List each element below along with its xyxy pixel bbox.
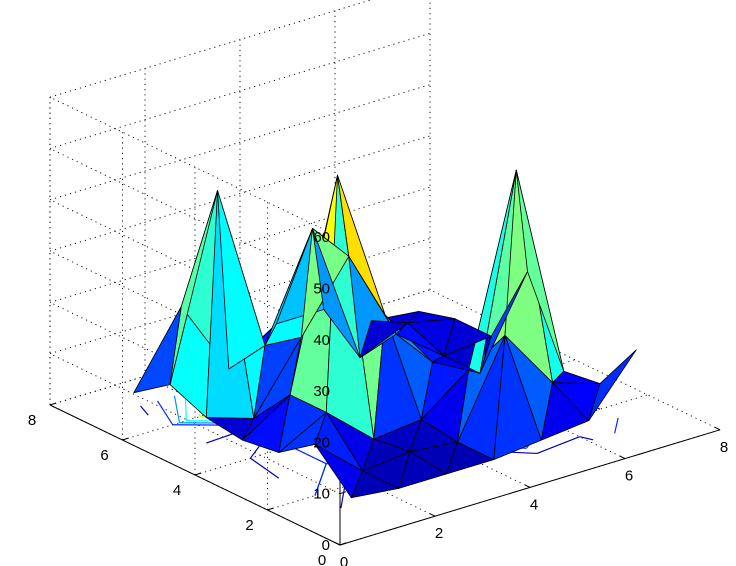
z-tick bbox=[339, 491, 347, 495]
surface-facet bbox=[493, 334, 542, 461]
surface-facet bbox=[407, 310, 456, 324]
surface-facet bbox=[169, 190, 218, 386]
surface-facet bbox=[217, 190, 266, 370]
surface-facet bbox=[479, 271, 528, 374]
y-tick bbox=[122, 437, 129, 441]
x-tick bbox=[524, 484, 531, 488]
surface-facet bbox=[409, 419, 458, 452]
contour-line bbox=[184, 395, 187, 421]
surface-facet bbox=[350, 470, 400, 499]
surface-facet bbox=[588, 349, 637, 422]
surface bbox=[133, 169, 637, 499]
surface-facet bbox=[278, 394, 327, 453]
y-tick-label: 4 bbox=[173, 482, 181, 499]
x-tick bbox=[714, 426, 721, 431]
surface-facet bbox=[443, 318, 492, 357]
surface-facet bbox=[359, 320, 408, 359]
tick-labels: 0 2 4 6 8 0 2 4 6 8 0 10 20 30 40 50 60 bbox=[28, 229, 728, 566]
surface-facet bbox=[312, 228, 361, 359]
surface-facet bbox=[395, 322, 445, 357]
contour-line bbox=[140, 405, 149, 416]
contour-line bbox=[250, 457, 280, 479]
z-tick-label: 40 bbox=[313, 332, 330, 349]
z-tick-label: 60 bbox=[313, 229, 330, 246]
surface-facet bbox=[373, 314, 422, 440]
surface-facet bbox=[432, 355, 481, 374]
z-tick-label: 50 bbox=[313, 281, 330, 298]
x-tick-label: 2 bbox=[435, 525, 443, 542]
contour-line bbox=[156, 400, 174, 426]
surface-facet bbox=[242, 394, 291, 441]
y-tick bbox=[267, 507, 274, 511]
surface-facet bbox=[552, 370, 601, 385]
y-tick bbox=[194, 472, 202, 476]
z-tick bbox=[339, 542, 347, 546]
contour-line bbox=[614, 417, 619, 434]
y-tick bbox=[49, 402, 57, 406]
surface-facet bbox=[515, 169, 565, 372]
contour-line bbox=[579, 436, 594, 441]
x-tick bbox=[619, 455, 626, 460]
contour-line bbox=[536, 436, 580, 454]
grid-line bbox=[49, 186, 431, 303]
surface-facet bbox=[314, 411, 363, 472]
x-tick bbox=[429, 513, 436, 517]
z-tick-label: 10 bbox=[313, 486, 330, 503]
surface-facet bbox=[264, 228, 313, 346]
surface-facet bbox=[540, 382, 590, 441]
y-tick-label: 2 bbox=[245, 517, 253, 534]
surface-facet bbox=[398, 450, 447, 489]
y-tick-label: 8 bbox=[28, 412, 36, 429]
grid-line bbox=[49, 0, 373, 98]
x-tick-label: 0 bbox=[340, 554, 348, 566]
y-tick-label: 0 bbox=[318, 552, 326, 566]
grid-line bbox=[49, 32, 431, 149]
surface-facet bbox=[253, 336, 302, 419]
z-tick-label: 0 bbox=[322, 537, 330, 554]
surface-facet bbox=[445, 441, 495, 475]
contour-line bbox=[173, 395, 181, 423]
y-tick-label: 6 bbox=[100, 447, 108, 464]
x-tick-label: 8 bbox=[720, 439, 728, 456]
x-tick-label: 6 bbox=[625, 468, 633, 485]
contour-line bbox=[314, 463, 327, 496]
surface-facet bbox=[362, 438, 411, 472]
grid-line bbox=[49, 135, 431, 252]
contour-line bbox=[289, 445, 327, 465]
z-tick-label: 30 bbox=[313, 383, 330, 400]
x-tick-label: 4 bbox=[530, 496, 538, 513]
z-tick-label: 20 bbox=[313, 434, 330, 451]
grid-line bbox=[49, 96, 341, 238]
x-tick bbox=[334, 542, 341, 546]
contour-line bbox=[340, 486, 346, 509]
grid-line bbox=[49, 84, 431, 201]
